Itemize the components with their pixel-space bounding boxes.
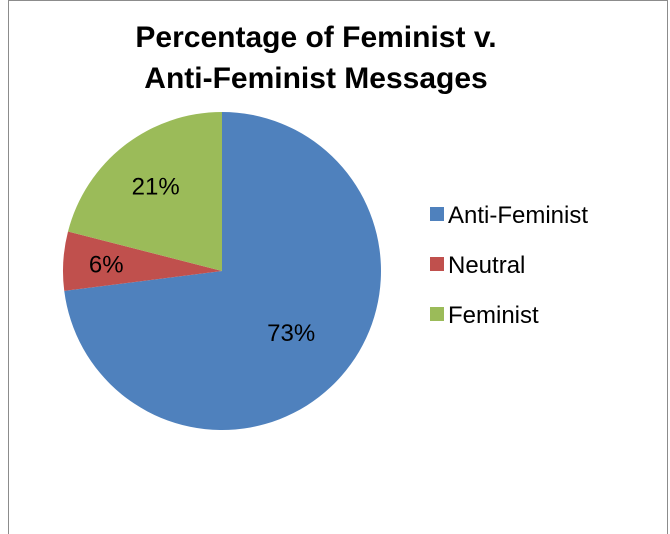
- legend-label-anti-feminist: Anti-Feminist: [448, 202, 588, 229]
- pie-slice-feminist: [68, 112, 222, 271]
- pie-slice-anti-feminist: [64, 112, 381, 430]
- pie-slice-neutral: [62, 231, 223, 291]
- legend-label-feminist: Feminist: [448, 302, 539, 329]
- pie-slices: [62, 112, 381, 430]
- chart-title-line-1: Percentage of Feminist v.: [135, 21, 496, 54]
- data-label-neutral: 6%: [89, 252, 124, 279]
- legend-swatch-neutral: [430, 257, 444, 271]
- legend-swatch-feminist: [430, 307, 444, 321]
- data-label-anti-feminist: 73%: [267, 320, 315, 347]
- chart-title-line-2: Anti-Feminist Messages: [144, 62, 487, 95]
- pie-data-labels: 73% 6% 21%: [89, 174, 315, 347]
- legend: Anti-Feminist Neutral Feminist: [430, 202, 588, 329]
- legend-label-neutral: Neutral: [448, 252, 525, 279]
- data-label-feminist: 21%: [132, 174, 180, 201]
- legend-swatch-anti-feminist: [430, 207, 444, 221]
